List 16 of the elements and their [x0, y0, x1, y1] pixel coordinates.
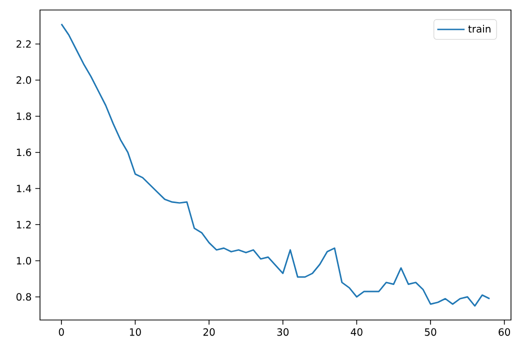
y-tick-label: 1.6: [16, 148, 32, 156]
y-tick-label: 0.8: [16, 293, 32, 301]
y-tick-label: 2.2: [16, 40, 31, 48]
x-tick-label: 10: [130, 328, 141, 336]
y-tick-label: 1.4: [16, 184, 32, 192]
x-tick-label: 50: [424, 328, 436, 336]
legend-label: train: [468, 24, 490, 33]
x-tick-label: 60: [498, 328, 510, 336]
y-tick-label: 1.0: [16, 256, 32, 265]
x-tick-label: 20: [203, 328, 215, 336]
x-tick-label: 0: [58, 328, 64, 336]
y-tick-label: 2.0: [16, 76, 32, 84]
x-tick-label: 40: [350, 328, 362, 336]
y-tick-label: 1.2: [16, 220, 31, 228]
x-tick-label: 30: [277, 328, 289, 336]
y-tick-label: 1.8: [16, 112, 32, 120]
